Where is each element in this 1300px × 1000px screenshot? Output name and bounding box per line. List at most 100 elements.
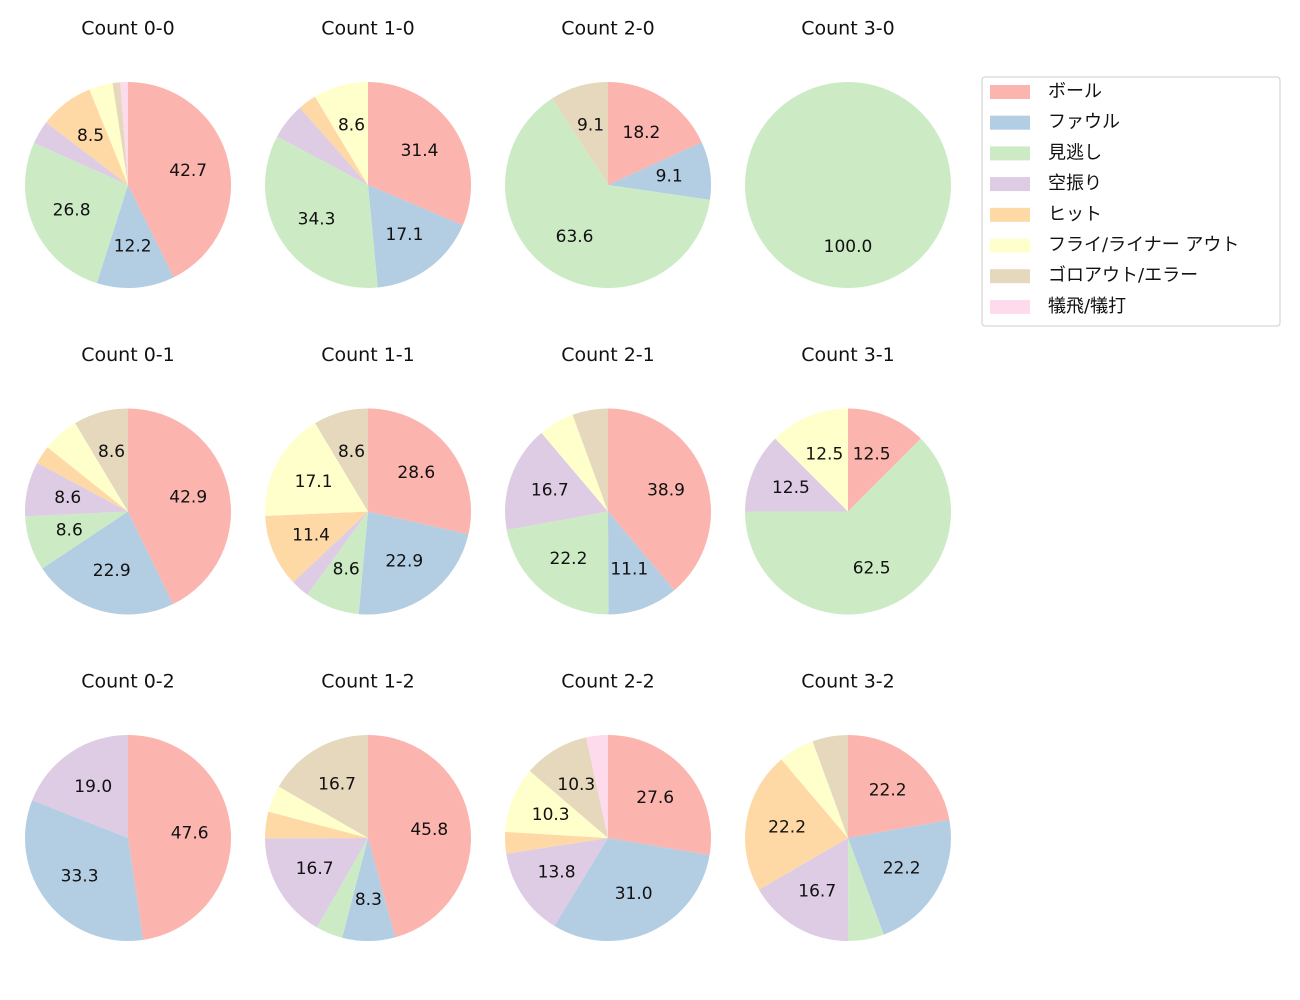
pie-slice (307, 511, 368, 615)
pie-slice (278, 735, 368, 838)
slice-label: 47.6 (171, 823, 209, 843)
legend-label: 犠飛/犠打 (1048, 296, 1126, 317)
chart-title: Count 1-0 (321, 18, 415, 40)
chart-title: Count 0-1 (81, 344, 175, 366)
pie-slice (781, 741, 848, 838)
slice-label: 17.1 (295, 472, 333, 492)
chart-title: Count 1-1 (321, 344, 415, 366)
slice-label: 42.7 (169, 161, 207, 181)
slice-label: 12.2 (114, 237, 152, 257)
chart-title: Count 3-2 (801, 671, 895, 693)
pie-slice (128, 82, 231, 278)
slice-label: 16.7 (296, 859, 334, 879)
pie-slice (745, 438, 952, 615)
slice-label: 9.1 (577, 116, 604, 136)
pie-slice (128, 408, 232, 605)
pie-slice (358, 511, 469, 615)
slice-label: 8.6 (333, 559, 360, 579)
pie-slice (112, 82, 128, 185)
pie-slice (265, 811, 368, 839)
pie-slice (265, 511, 368, 583)
pie-slice (608, 408, 712, 591)
pie-slice (504, 98, 710, 289)
pie-slice (299, 96, 368, 185)
slice-label: 12.5 (772, 478, 810, 498)
chart-title: Count 3-1 (801, 344, 895, 366)
pie-slice (758, 838, 849, 941)
pie-slice (541, 414, 608, 512)
slice-label: 8.6 (54, 488, 81, 508)
pie-slice (552, 82, 608, 185)
pie-slice (572, 408, 608, 512)
slice-label: 17.1 (386, 225, 424, 245)
pie-slice (368, 408, 471, 535)
slice-label: 100.0 (824, 237, 873, 257)
slice-label: 34.3 (298, 209, 336, 229)
pie-slice (368, 185, 463, 288)
legend-swatch (990, 115, 1030, 130)
slice-label: 31.0 (615, 884, 653, 904)
slice-label: 8.6 (56, 521, 83, 541)
slice-label: 12.5 (853, 444, 891, 464)
pie-slice (608, 735, 711, 856)
legend-label: 空振り (1048, 173, 1102, 194)
slice-label: 16.7 (318, 774, 356, 794)
slice-label: 22.2 (869, 781, 907, 801)
slice-label: 63.6 (556, 227, 594, 247)
chart-title: Count 3-0 (801, 18, 895, 40)
legend-swatch (990, 269, 1030, 284)
pie-slice (554, 838, 710, 942)
legend-swatch (990, 238, 1030, 253)
pie-slice (745, 438, 848, 512)
pie-slice (608, 82, 702, 185)
legend-swatch (990, 85, 1030, 99)
chart-title: Count 2-1 (561, 344, 655, 366)
slice-label: 27.6 (636, 788, 674, 808)
legend-swatch (990, 177, 1030, 192)
pie-slice (33, 122, 128, 185)
pie-slice (47, 423, 129, 512)
pie-slice (42, 511, 173, 615)
pie-slice (293, 511, 368, 595)
slice-label: 8.6 (98, 442, 125, 462)
slice-label: 16.7 (798, 882, 836, 902)
legend-box (981, 76, 1281, 327)
pie-slice (277, 107, 368, 185)
pie-slice (24, 800, 144, 942)
pie-slice (529, 737, 608, 838)
pie-slice (268, 786, 368, 838)
pie-slice (120, 82, 128, 185)
slice-label: 31.4 (401, 141, 439, 161)
pie-slice (368, 735, 472, 938)
slice-label: 10.3 (532, 805, 570, 825)
pie-slice (506, 838, 608, 926)
slice-label: 19.0 (74, 777, 112, 797)
slice-label: 8.6 (338, 115, 365, 135)
pie-slice (848, 408, 921, 512)
pie-slice (265, 423, 368, 516)
pie-slice (745, 82, 951, 288)
slice-label: 22.2 (550, 549, 588, 569)
pie-slice (265, 136, 378, 288)
pie-slice (848, 735, 950, 838)
legend-swatch (990, 207, 1030, 222)
pie-slice (342, 838, 396, 942)
slice-label: 10.3 (557, 775, 595, 795)
legend-label: ヒット (1048, 204, 1102, 225)
pie-slice (128, 735, 232, 940)
legend-swatch (990, 299, 1030, 314)
pie-slice (25, 142, 128, 284)
slice-label: 62.5 (853, 559, 891, 579)
pie-slice (265, 838, 368, 928)
slice-label: 22.9 (93, 561, 131, 581)
pie-slice (32, 735, 129, 838)
slice-label: 8.3 (355, 890, 382, 910)
slice-label: 18.2 (623, 123, 661, 143)
slice-label: 11.1 (610, 560, 648, 580)
legend-label: ファウル (1048, 112, 1120, 133)
pie-slice (37, 447, 128, 512)
pie-slice (317, 838, 368, 938)
pie-slice (775, 408, 848, 512)
pie-slice (848, 838, 884, 941)
